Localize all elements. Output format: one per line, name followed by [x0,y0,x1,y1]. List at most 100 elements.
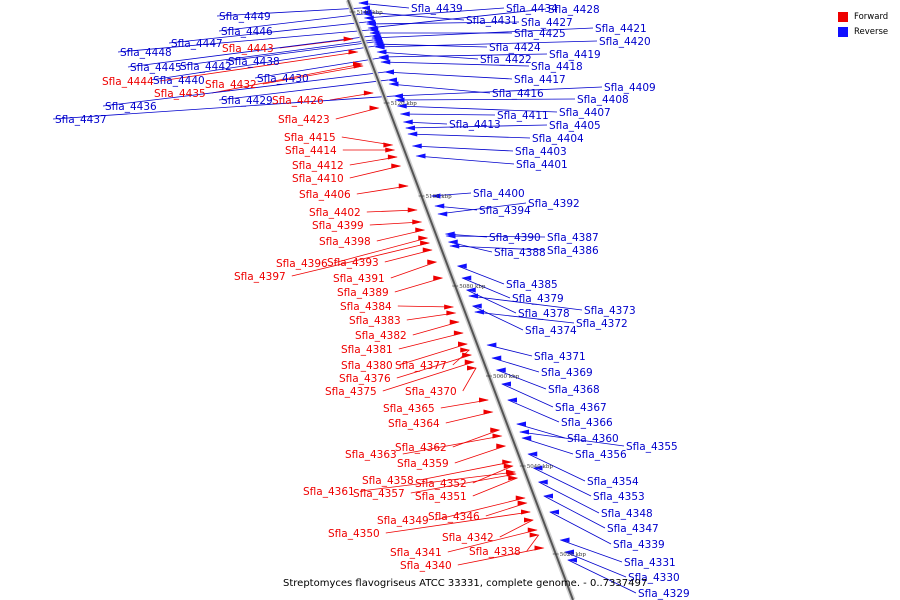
gene-feature [387,154,398,160]
gene-label: Sfla_4437 [55,114,107,126]
gene-feature [411,143,422,149]
gene-feature [527,527,538,533]
gene-feature [517,500,528,506]
leader-line [507,399,560,423]
gene-label: Sfla_4397 [234,271,286,283]
leader-line [499,519,534,538]
gene-label: Sfla_4444 [102,76,154,88]
gene-feature [383,142,394,148]
gene-label: Sfla_4403 [515,146,567,158]
gene-feature [393,93,403,99]
leader-line [400,113,496,116]
gene-label: Sfla_4409 [604,82,656,94]
gene-label: Sfla_4371 [534,351,586,363]
gene-label: Sfla_4425 [514,28,566,40]
leader-line [398,332,463,350]
gene-label: Sfla_4406 [299,189,351,201]
gene-feature [369,105,380,111]
gene-feature [543,493,553,499]
ruler-label: 5100 kbp [426,194,453,200]
leader-line [501,383,554,408]
leader-line [549,511,612,545]
leader-line [462,277,511,299]
gene-label: Sfla_4357 [353,488,405,500]
leader-line [446,235,546,238]
gene-feature [471,303,482,309]
leader-line [472,477,518,497]
gene-label: Sfla_4442 [180,61,232,73]
gene-feature [380,59,391,65]
leader-line [211,63,363,94]
gene-label: Sfla_4432 [205,79,257,91]
coordinate-ruler: 5140 kbp 5120 kbp 5100 kbp 5080 kbp 5060 kbp… [349,10,587,558]
gene-feature [363,90,374,96]
gene-label: Sfla_4376 [339,373,391,385]
leader-line [412,145,514,152]
gene-label: Sfla_4411 [497,110,549,122]
leader-line [468,295,583,311]
leader-line [522,437,574,455]
gene-features [343,0,577,563]
gene-label: Sfla_4375 [325,386,377,398]
gene-feature [502,459,513,465]
gene-feature [388,81,399,87]
leader-line [375,40,598,48]
genome-caption: Streptomyces flavogriseus ATCC 33331, co… [283,578,648,589]
gene-feature [467,365,477,371]
leader-line [438,202,527,215]
gene-label: Sfla_4330 [628,572,680,584]
gene-label: Sfla_4446 [221,26,273,38]
leader-line [533,467,592,497]
leader-line [117,29,370,53]
gene-label: Sfla_4422 [480,54,532,66]
leader-line [366,21,520,25]
gene-label: Sfla_4396 [276,258,328,270]
gene-feature [361,9,372,15]
gene-label: Sfla_4435 [154,88,206,100]
gene-feature [384,69,394,75]
gene-label: Sfla_4402 [309,207,361,219]
gene-feature [407,207,418,213]
gene-feature [398,183,409,189]
gene-feature [529,532,540,538]
gene-label: Sfla_4388 [494,247,546,259]
ruler-label: 5040 kbp [527,464,554,470]
leader-line [218,79,389,101]
gene-label: Sfla_4434 [506,3,558,15]
gene-label: Sfla_4391 [333,273,385,285]
gene-feature [445,233,456,239]
leader-line [452,349,470,366]
leader-line [379,53,548,58]
gene-label: Sfla_4401 [516,159,568,171]
leader-line [412,321,459,336]
leader-line [394,277,443,293]
gene-label: Sfla_4392 [528,198,580,210]
legend-forward-label: Forward [854,11,889,22]
gene-label: Sfla_4368 [548,384,600,396]
leader-line [492,357,540,373]
gene-label: Sfla_4398 [319,236,371,248]
ruler-label: 5020 kbp [560,552,587,558]
gene-label: Sfla_4355 [626,441,678,453]
gene-label: Sfla_4394 [479,205,531,217]
legend-reverse: Reverse [838,24,888,39]
gene-label: Sfla_4399 [312,220,364,232]
leader-line [262,65,363,85]
leader-line [177,39,374,67]
gene-feature [532,465,543,471]
leader-line [496,369,547,390]
gene-label: Sfla_4408 [577,94,629,106]
leader-line [462,367,477,392]
gene-label: Sfla_4374 [525,325,577,337]
leader-line [564,551,627,578]
gene-label: Sfla_4354 [587,476,639,488]
gene-feature [399,111,410,117]
gene-label: Sfla_4393 [327,257,379,269]
gene-feature [461,275,472,281]
gene-feature [527,451,538,457]
gene-feature [348,49,359,55]
gene-feature [519,429,529,435]
gene-feature [507,397,517,403]
ruler-label: 5140 kbp [357,10,384,16]
gene-feature [559,537,570,543]
